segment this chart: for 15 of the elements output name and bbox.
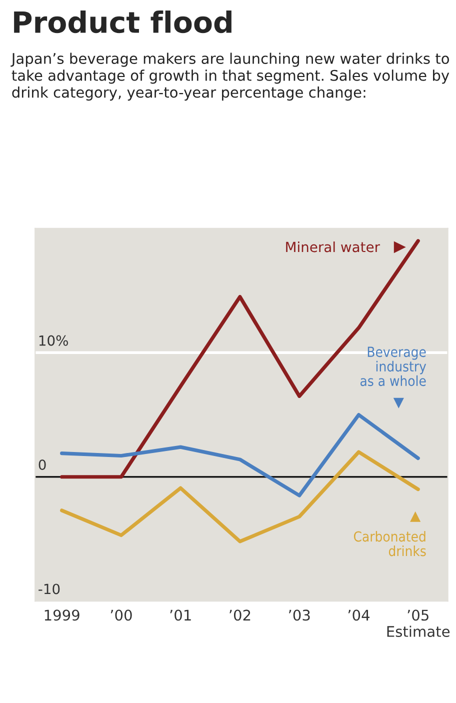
y-tick-label: -10 — [38, 584, 60, 594]
x-tick-label: ’00 — [110, 610, 132, 621]
x-tick-label: ’03 — [289, 610, 310, 621]
chart-title: Product flood — [14, 10, 232, 34]
text: Beverage industry as a whole — [360, 346, 426, 386]
chart-subtitle: Japan’s beverage makers are launching new water drinks to take advantage of growth in that segment. Sales volume by drink category, year-to-year percentage change: — [10, 52, 450, 101]
y-tick-label: 10% — [39, 335, 68, 346]
x-tick-label: ’02 — [230, 610, 250, 621]
y-tick-label: 0 — [38, 460, 46, 470]
x-tick-label: ’04 — [348, 610, 370, 621]
x-tick-label: ’05 Estimate — [387, 610, 450, 638]
x-tick-label: 1999 — [44, 610, 80, 621]
legend-label: Mineral water — [286, 241, 380, 252]
x-tick-label: ’01 — [170, 610, 191, 621]
text: Carbonated drinks — [354, 530, 426, 556]
